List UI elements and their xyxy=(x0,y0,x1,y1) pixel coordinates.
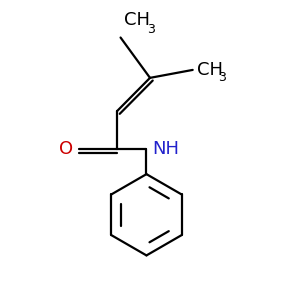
Text: O: O xyxy=(59,140,74,158)
Text: 3: 3 xyxy=(218,71,226,84)
Text: CH: CH xyxy=(197,61,223,80)
Text: NH: NH xyxy=(152,140,179,158)
Text: 3: 3 xyxy=(147,23,155,36)
Text: CH: CH xyxy=(124,11,150,29)
